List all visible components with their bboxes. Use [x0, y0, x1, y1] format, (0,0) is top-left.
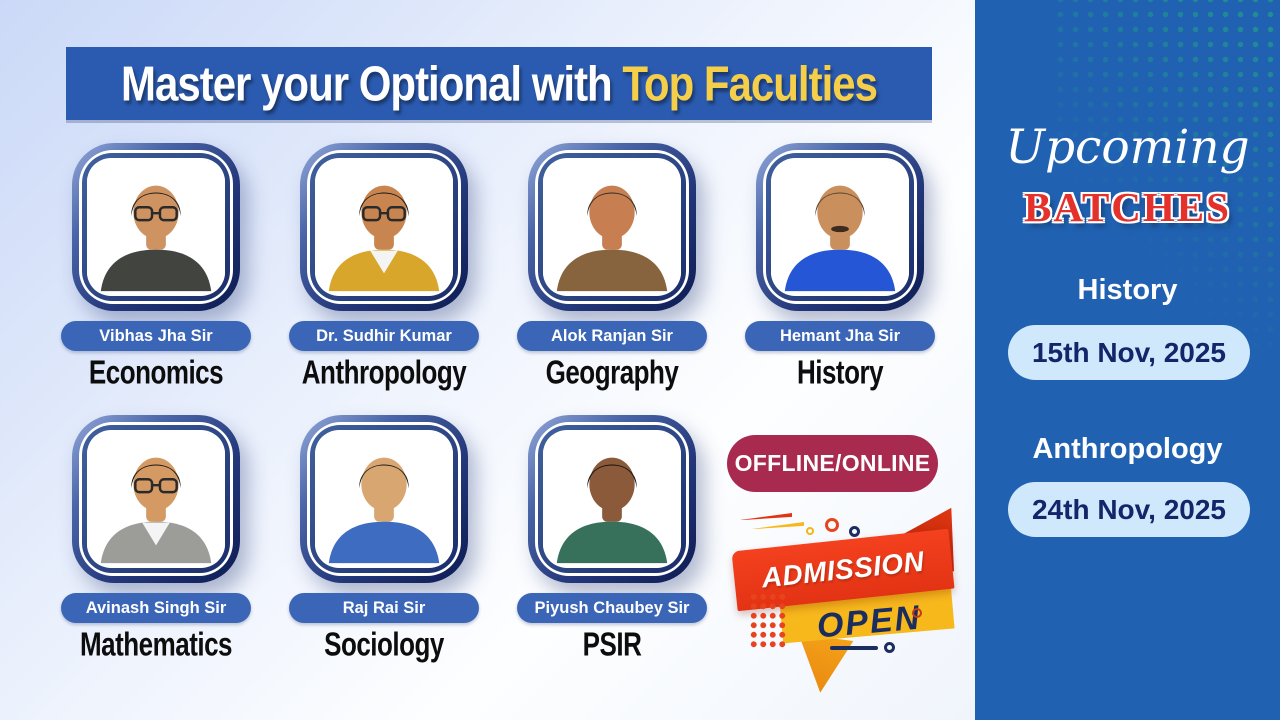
faculty-photo-frame: [72, 143, 240, 311]
batch-subject: History: [1077, 274, 1178, 306]
faculty-name: Alok Ranjan Sir: [551, 326, 673, 345]
faculty-photo: [315, 430, 453, 568]
faculty-photo: [543, 158, 681, 296]
halftone-dots-pattern: [1053, 0, 1280, 357]
mode-badge-label: OFFLINE/ONLINE: [734, 450, 931, 476]
page-title-accent: Top Faculties: [622, 55, 878, 111]
faculty-photo-frame: [72, 415, 240, 583]
faculty-photo: [315, 158, 453, 296]
faculty-name: Hemant Jha Sir: [779, 326, 901, 345]
faculty-name-pill: Vibhas Jha Sir: [61, 321, 251, 351]
faculty-card: Vibhas Jha Sir Economics: [58, 143, 254, 391]
upcoming-heading: Upcoming: [1005, 120, 1250, 175]
admission-open-badge: ADMISSION OPEN: [731, 500, 955, 705]
ring-navy-small-icon: [884, 642, 895, 653]
faculty-card: Alok Ranjan Sir Geography: [514, 143, 710, 391]
ring-red-icon: [912, 608, 922, 618]
faculty-photo-frame: [528, 143, 696, 311]
faculty-photo-frame: [300, 143, 468, 311]
faculty-photo: [87, 430, 225, 568]
faculty-photo: [771, 158, 909, 296]
ring-orange-icon: [825, 518, 839, 532]
ring-yellow-icon: [806, 527, 814, 535]
main-area: Master your Optional with Top Faculties …: [0, 0, 975, 720]
faculty-name-pill: Hemant Jha Sir: [745, 321, 935, 351]
faculty-card: Piyush Chaubey Sir PSIR: [514, 415, 710, 663]
speedline-yellow: [752, 522, 804, 529]
faculty-name: Piyush Chaubey Sir: [534, 598, 690, 617]
batch-date: 15th Nov, 2025: [1031, 336, 1227, 368]
batch-subject: Anthropology: [1032, 433, 1223, 465]
faculty-row-2: Avinash Singh Sir Mathematics Raj Rai Si…: [58, 415, 710, 663]
faculty-photo: [87, 158, 225, 296]
faculty-name: Raj Rai Sir: [342, 598, 426, 617]
faculty-card: Dr. Sudhir Kumar Anthropology: [286, 143, 482, 391]
faculty-subject: Economics: [88, 352, 224, 392]
faculty-card: Raj Rai Sir Sociology: [286, 415, 482, 663]
faculty-name: Dr. Sudhir Kumar: [316, 326, 452, 345]
page-title: Master your Optional with Top Faculties: [121, 55, 878, 111]
faculty-name-pill: Piyush Chaubey Sir: [517, 593, 707, 623]
batch-date-pill: 15th Nov, 2025: [1008, 325, 1250, 380]
navy-underline: [830, 646, 878, 650]
faculty-photo-frame: [300, 415, 468, 583]
ring-navy-icon: [849, 526, 860, 537]
batches-heading: BATCHES: [1024, 184, 1231, 230]
batch-date: 24th Nov, 2025: [1031, 493, 1227, 525]
faculty-subject: History: [796, 352, 884, 392]
faculty-card: Avinash Singh Sir Mathematics: [58, 415, 254, 663]
open-label: OPEN: [815, 598, 923, 645]
faculty-photo-frame: [528, 415, 696, 583]
faculty-subject: Mathematics: [80, 624, 233, 664]
faculty-photo-frame: [756, 143, 924, 311]
faculty-avatar: [315, 162, 453, 292]
faculty-avatar: [771, 162, 909, 292]
batch-date-pill: 24th Nov, 2025: [1008, 482, 1250, 537]
mode-badge: OFFLINE/ONLINE: [727, 435, 938, 492]
faculty-avatar: [87, 162, 225, 292]
faculty-subject: PSIR: [582, 624, 642, 664]
faculty-name-pill: Avinash Singh Sir: [61, 593, 251, 623]
speedline-red: [740, 513, 792, 520]
faculty-avatar: [543, 434, 681, 564]
faculty-photo: [543, 430, 681, 568]
faculty-avatar: [543, 162, 681, 292]
faculty-name: Avinash Singh Sir: [85, 598, 227, 617]
faculty-avatar: [315, 434, 453, 564]
header-banner: Master your Optional with Top Faculties: [66, 47, 932, 120]
faculty-row-1: Vibhas Jha Sir Economics Dr. Sudhir Kuma…: [58, 143, 938, 391]
faculty-name-pill: Raj Rai Sir: [289, 593, 479, 623]
faculty-subject: Anthropology: [301, 352, 467, 392]
sidebar-upcoming-batches: Upcoming BATCHES History 15th Nov, 2025 …: [975, 0, 1280, 720]
faculty-subject: Sociology: [324, 624, 444, 664]
faculty-name: Vibhas Jha Sir: [99, 326, 213, 345]
admission-label: ADMISSION: [760, 545, 926, 594]
faculty-card: Hemant Jha Sir History: [742, 143, 938, 391]
faculty-name-pill: Alok Ranjan Sir: [517, 321, 707, 351]
faculty-subject: Geography: [545, 352, 679, 392]
faculty-avatar: [87, 434, 225, 564]
faculty-name-pill: Dr. Sudhir Kumar: [289, 321, 479, 351]
dots-grid-red: [749, 592, 787, 650]
